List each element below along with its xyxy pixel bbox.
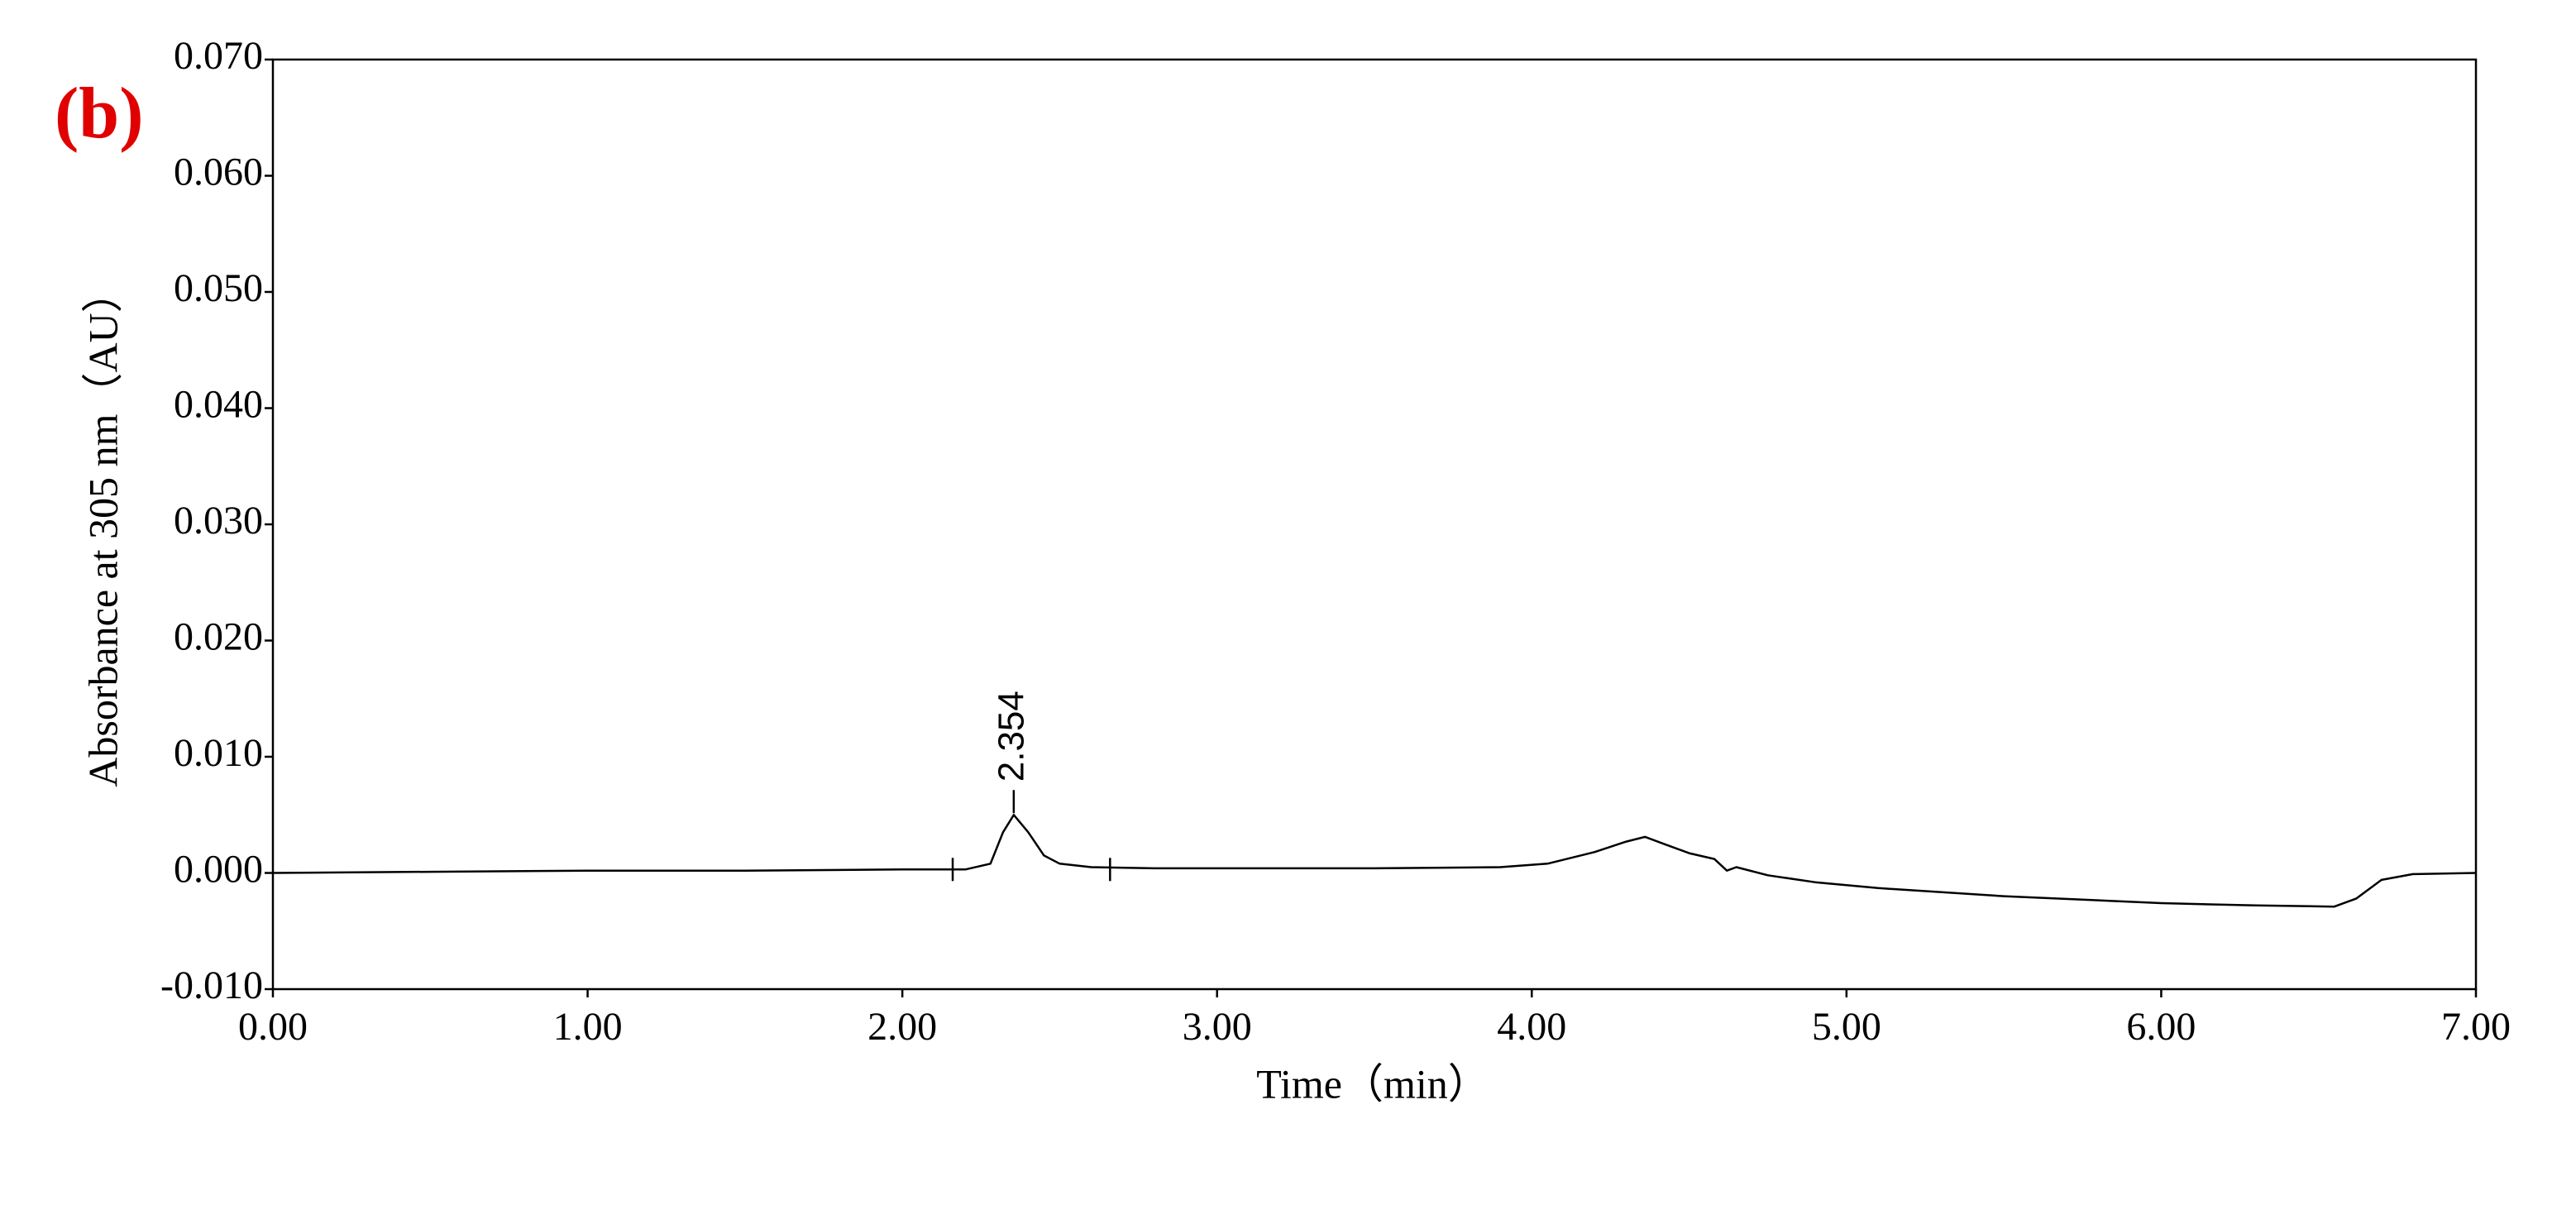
x-tick-label: 2.00 bbox=[867, 1005, 937, 1049]
y-tick-label: 0.010 bbox=[174, 731, 263, 775]
y-tick-label: 0.050 bbox=[174, 266, 263, 310]
x-tick-label: 6.00 bbox=[2126, 1005, 2196, 1049]
x-tick-label: 5.00 bbox=[1812, 1005, 1881, 1049]
x-axis-label: Time（min） bbox=[1256, 1060, 1489, 1107]
y-tick-label: 0.030 bbox=[174, 499, 263, 543]
y-tick-label: 0.000 bbox=[174, 848, 263, 892]
y-tick-label: 0.060 bbox=[174, 151, 263, 194]
y-tick-label: 0.020 bbox=[174, 615, 263, 659]
y-tick-label: 0.070 bbox=[174, 34, 263, 78]
peak-label: 2.354 bbox=[991, 691, 1031, 782]
x-tick-label: 4.00 bbox=[1497, 1005, 1566, 1049]
x-tick-label: 0.00 bbox=[238, 1005, 308, 1049]
x-tick-label: 7.00 bbox=[2441, 1005, 2511, 1049]
y-axis-label: Absorbance at 305 nm（AU） bbox=[79, 271, 126, 787]
plot-frame bbox=[271, 58, 2478, 991]
y-tick-label: 0.040 bbox=[174, 383, 263, 427]
trace bbox=[272, 814, 2477, 908]
x-tick-label: 1.00 bbox=[553, 1005, 623, 1049]
y-tick-label: -0.010 bbox=[160, 964, 263, 1007]
panel-label: (b) bbox=[55, 74, 144, 154]
x-tick-label: 3.00 bbox=[1183, 1005, 1252, 1049]
